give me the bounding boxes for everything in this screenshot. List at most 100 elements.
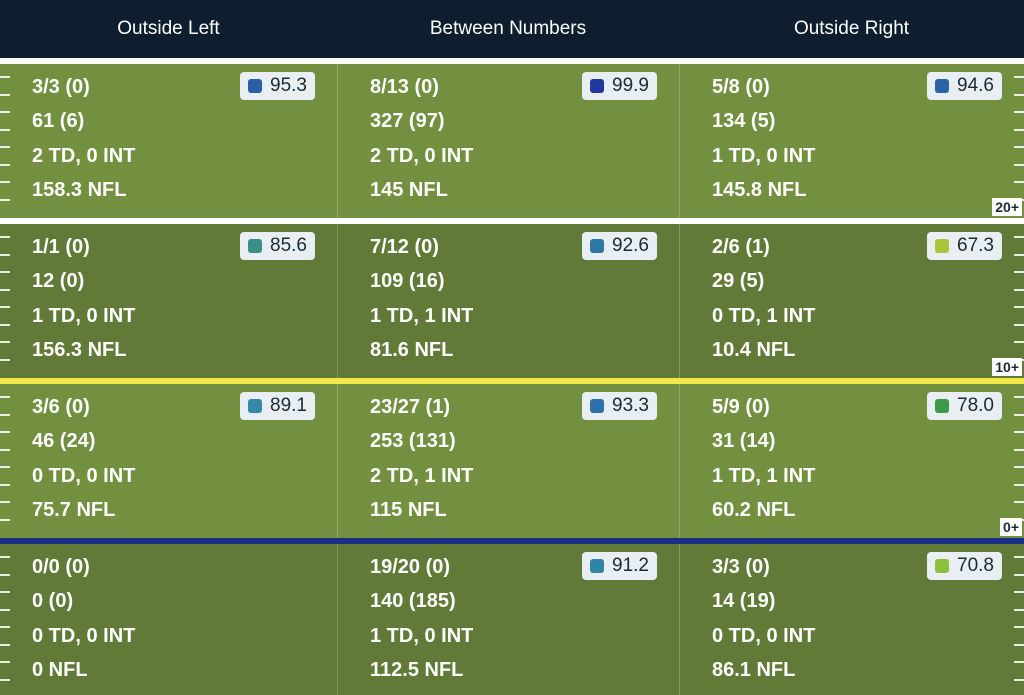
td-int-stat: 1 TD, 0 INT	[370, 625, 474, 647]
yard-tick-mark	[1014, 449, 1024, 451]
yard-tick-mark	[0, 359, 10, 361]
yard-tick-mark	[0, 236, 10, 238]
td-int-stat: 1 TD, 0 INT	[712, 145, 816, 167]
yard-tick-mark	[0, 164, 10, 166]
yard-tick-mark	[0, 324, 10, 326]
zone-cell[interactable]: 3/3 (0) 14 (19) 0 TD, 0 INT 86.1 NFL 70.8	[679, 544, 1024, 695]
zone-separator-line	[0, 58, 1024, 64]
zone-cell[interactable]: 19/20 (0) 140 (185) 1 TD, 0 INT 112.5 NFL 91…	[337, 544, 679, 695]
completions-stat: 19/20 (0)	[370, 556, 451, 578]
zone-separator-line	[0, 218, 1024, 224]
zone-cell[interactable]: 3/3 (0) 61 (6) 2 TD, 0 INT 158.3 NFL 95.3	[0, 64, 337, 218]
yard-line-label: 20+	[992, 198, 1022, 216]
zone-cell[interactable]: 3/6 (0) 46 (24) 0 TD, 0 INT 75.7 NFL 89.1	[0, 384, 337, 538]
column-header-bar: Outside Left Between Numbers Outside Rig…	[0, 0, 1024, 58]
yard-tick-mark	[1014, 289, 1024, 291]
nfl-rating-stat: 112.5 NFL	[370, 659, 464, 681]
yard-tick-mark	[1014, 324, 1024, 326]
yards-stat: 253 (131)	[370, 430, 456, 452]
yard-tick-mark	[1014, 396, 1024, 398]
yard-tick-mark	[1014, 146, 1024, 148]
grade-badge: 67.3	[927, 232, 1002, 260]
zone-cell[interactable]: 5/9 (0) 31 (14) 1 TD, 1 INT 60.2 NFL 78.0	[679, 384, 1024, 538]
zone-cell[interactable]: 0/0 (0) 0 (0) 0 TD, 0 INT 0 NFL	[0, 544, 337, 695]
td-int-stat: 0 TD, 0 INT	[32, 625, 136, 647]
yards-stat: 31 (14)	[712, 430, 776, 452]
completions-stat: 3/6 (0)	[32, 396, 90, 418]
yard-tick-mark	[1014, 431, 1024, 433]
yard-ticks-left	[0, 64, 10, 218]
zone-cell[interactable]: 7/12 (0) 109 (16) 1 TD, 1 INT 81.6 NFL 92.6	[337, 224, 679, 378]
zone-row: 3/3 (0) 61 (6) 2 TD, 0 INT 158.3 NFL 95.3 8/1…	[0, 64, 1024, 218]
yard-tick-mark	[0, 574, 10, 576]
grade-value: 95.3	[270, 75, 307, 96]
nfl-rating-stat: 158.3 NFL	[32, 179, 127, 201]
grade-badge: 94.6	[927, 72, 1002, 100]
yard-tick-mark	[1014, 626, 1024, 628]
yard-tick-mark	[0, 449, 10, 451]
zone-row: 1/1 (0) 12 (0) 1 TD, 0 INT 156.3 NFL 85.6 7/1…	[0, 224, 1024, 378]
yard-tick-mark	[1014, 661, 1024, 663]
yards-stat: 46 (24)	[32, 430, 96, 452]
nfl-rating-stat: 115 NFL	[370, 499, 447, 521]
grade-badge: 89.1	[240, 392, 315, 420]
grade-value: 67.3	[957, 235, 994, 256]
yard-ticks-right	[1014, 544, 1024, 695]
grade-color-swatch	[935, 559, 950, 573]
grade-value: 70.8	[957, 555, 994, 576]
grade-value: 93.3	[612, 395, 649, 416]
yard-tick-mark	[1014, 129, 1024, 131]
td-int-stat: 0 TD, 1 INT	[712, 305, 816, 327]
completions-stat: 23/27 (1)	[370, 396, 451, 418]
yard-tick-mark	[1014, 644, 1024, 646]
td-int-stat: 2 TD, 0 INT	[32, 145, 136, 167]
td-int-stat: 1 TD, 1 INT	[370, 305, 474, 327]
completions-stat: 3/3 (0)	[712, 556, 770, 578]
nfl-rating-stat: 81.6 NFL	[370, 339, 454, 361]
td-int-stat: 1 TD, 0 INT	[32, 305, 136, 327]
yard-tick-mark	[1014, 574, 1024, 576]
grade-color-swatch	[248, 79, 263, 93]
yard-tick-mark	[1014, 306, 1024, 308]
yards-stat: 14 (19)	[712, 590, 776, 612]
grade-value: 99.9	[612, 75, 649, 96]
td-int-stat: 0 TD, 0 INT	[712, 625, 816, 647]
zone-cell[interactable]: 8/13 (0) 327 (97) 2 TD, 0 INT 145 NFL 99.9	[337, 64, 679, 218]
zone-cell[interactable]: 1/1 (0) 12 (0) 1 TD, 0 INT 156.3 NFL 85.6	[0, 224, 337, 378]
nfl-rating-stat: 10.4 NFL	[712, 339, 796, 361]
grade-value: 89.1	[270, 395, 307, 416]
yards-stat: 109 (16)	[370, 270, 445, 292]
yard-tick-mark	[0, 466, 10, 468]
header-outside-left: Outside Left	[117, 18, 220, 39]
zone-cell[interactable]: 23/27 (1) 253 (131) 2 TD, 1 INT 115 NFL 93.3	[337, 384, 679, 538]
nfl-rating-stat: 60.2 NFL	[712, 499, 796, 521]
grade-value: 91.2	[612, 555, 649, 576]
yard-tick-mark	[0, 146, 10, 148]
yard-line-label: 10+	[992, 358, 1022, 376]
grade-color-swatch	[590, 399, 605, 413]
yard-tick-mark	[0, 679, 10, 681]
yard-tick-mark	[1014, 94, 1024, 96]
grade-badge: 85.6	[240, 232, 315, 260]
yards-stat: 327 (97)	[370, 110, 445, 132]
header-between-numbers: Between Numbers	[429, 18, 587, 39]
zone-cell[interactable]: 5/8 (0) 134 (5) 1 TD, 0 INT 145.8 NFL 94.6	[679, 64, 1024, 218]
td-int-stat: 0 TD, 0 INT	[32, 465, 136, 487]
grade-badge: 92.6	[582, 232, 657, 260]
zone-cell[interactable]: 2/6 (1) 29 (5) 0 TD, 1 INT 10.4 NFL 67.3	[679, 224, 1024, 378]
yards-stat: 0 (0)	[32, 590, 74, 612]
yard-tick-mark	[0, 271, 10, 273]
grade-value: 78.0	[957, 395, 994, 416]
yard-tick-mark	[0, 199, 10, 201]
yard-tick-mark	[1014, 341, 1024, 343]
nfl-rating-stat: 145.8 NFL	[712, 179, 807, 201]
yard-tick-mark	[0, 94, 10, 96]
yard-tick-mark	[0, 289, 10, 291]
yard-tick-mark	[0, 341, 10, 343]
completions-stat: 8/13 (0)	[370, 76, 439, 98]
completions-stat: 3/3 (0)	[32, 76, 90, 98]
yard-tick-mark	[1014, 111, 1024, 113]
yard-tick-mark	[1014, 414, 1024, 416]
grade-color-swatch	[935, 79, 950, 93]
